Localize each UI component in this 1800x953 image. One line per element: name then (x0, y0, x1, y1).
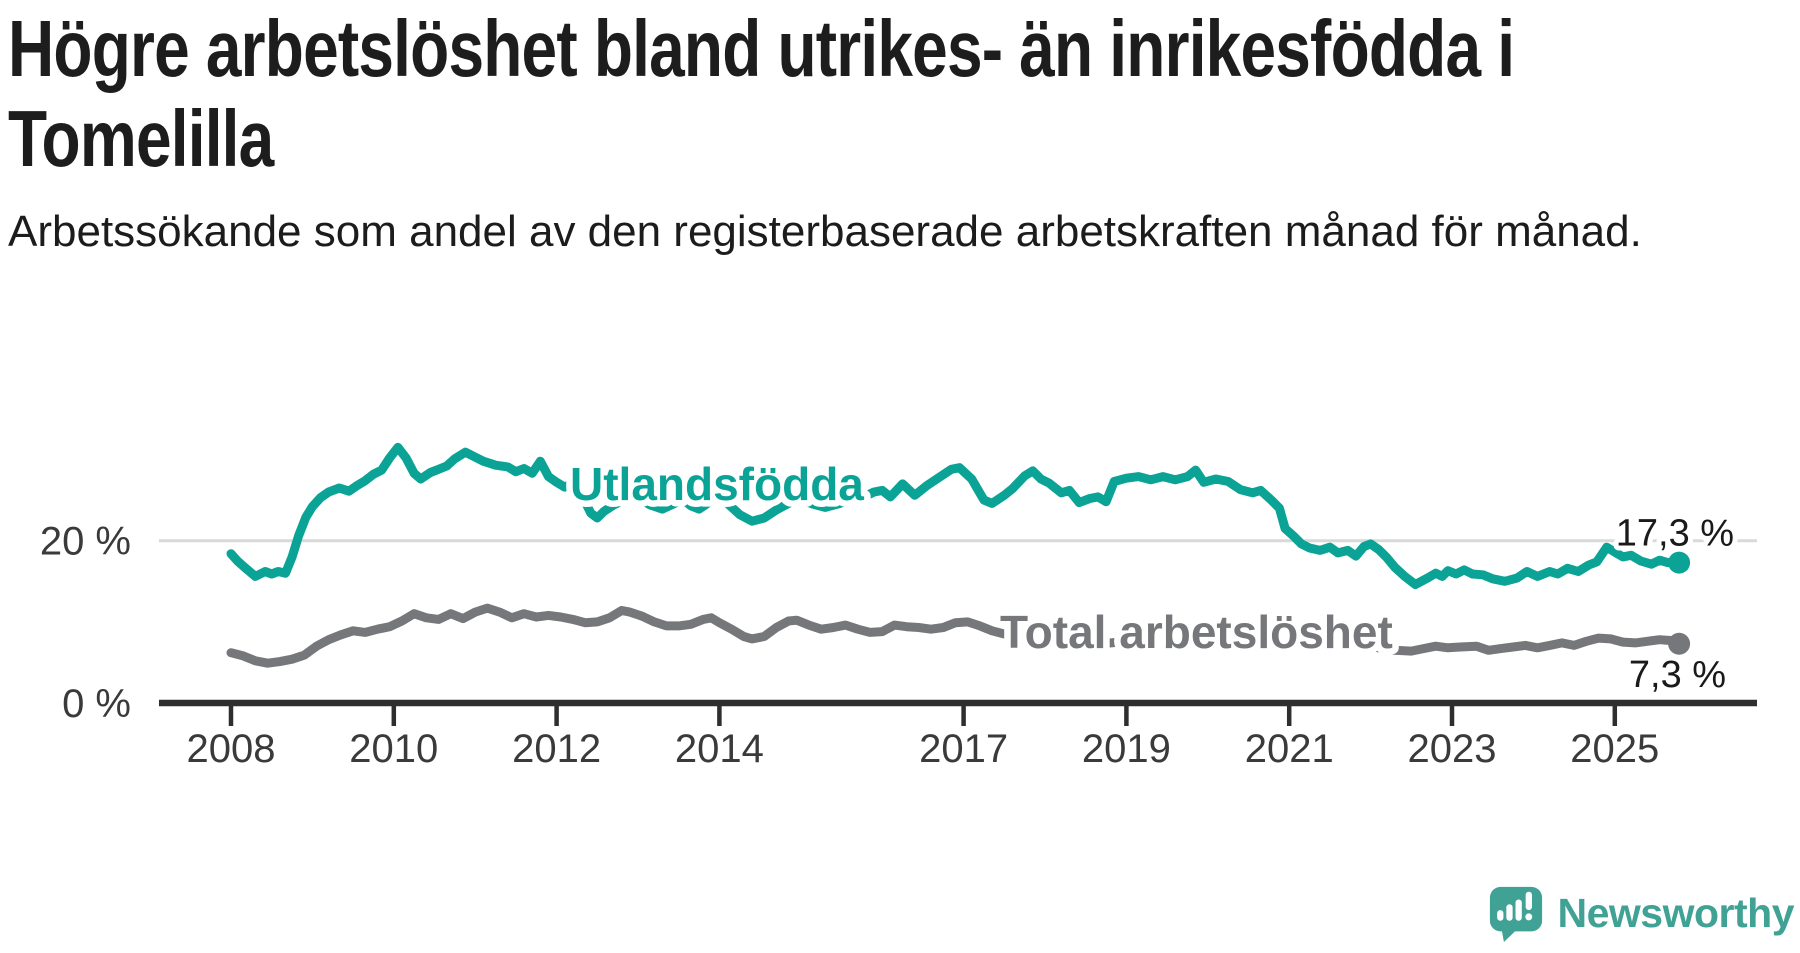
newsworthy-logo-text: Newsworthy (1557, 889, 1795, 936)
chart-title-line-1: Högre arbetslöshet bland utrikes- än inr… (8, 4, 1515, 93)
series-end-dot (1668, 551, 1691, 574)
chart-title-line-2: Tomelilla (8, 94, 274, 184)
newsworthy-logo: Newsworthy (1487, 884, 1795, 942)
x-tick-label: 2021 (1245, 727, 1334, 771)
x-tick-label: 2012 (512, 727, 601, 771)
x-tick-label: 2008 (187, 727, 276, 771)
series-line-total (226, 603, 1684, 668)
series-line-utlandsfodda (226, 442, 1684, 589)
newsworthy-bubble-chart-icon (1489, 886, 1542, 942)
x-tick-label: 2019 (1082, 727, 1171, 771)
series-end-value-label: 17,3 % (1616, 513, 1734, 555)
chart-title: Högre arbetslöshet bland utrikes- än inr… (8, 4, 1515, 185)
y-tick-label: 20 % (40, 520, 131, 564)
series-end-dot (1668, 632, 1691, 655)
y-tick-label: 0 % (62, 682, 131, 726)
x-tick-label: 2023 (1408, 727, 1497, 771)
x-tick-label: 2025 (1570, 727, 1659, 771)
series-inline-label: Total arbetslöshet (1000, 606, 1393, 658)
series-inline-label: Utlandsfödda (570, 458, 864, 510)
series-end-value-label: 7,3 % (1629, 654, 1726, 696)
x-tick-label: 2014 (675, 727, 764, 771)
x-tick-label: 2017 (919, 727, 1008, 771)
x-tick-label: 2010 (349, 727, 438, 771)
chart-subtitle: Arbetssökande som andel av den registerb… (8, 207, 1642, 256)
